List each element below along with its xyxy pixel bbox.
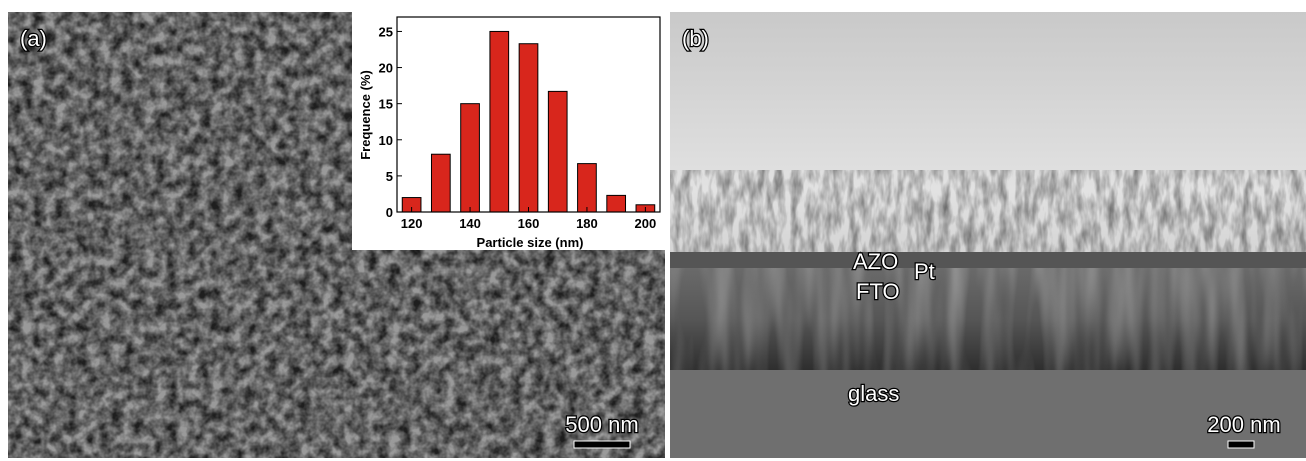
panel-label: (a) xyxy=(20,26,47,51)
y-tick-label: 25 xyxy=(379,24,393,39)
bar xyxy=(607,195,626,212)
y-tick-label: 5 xyxy=(386,169,393,184)
y-tick-label: 15 xyxy=(379,97,393,112)
bar xyxy=(461,104,480,212)
x-tick-label: 160 xyxy=(518,216,540,231)
y-axis-label: Frequence (%) xyxy=(358,70,373,160)
panel-b: (b) AZO Pt FTO glass 200 nm xyxy=(670,12,1306,458)
bar xyxy=(519,44,538,212)
scale-bar-label: 200 nm xyxy=(1207,412,1280,437)
bar xyxy=(578,164,597,212)
y-tick-label: 20 xyxy=(379,61,393,76)
x-tick-label: 180 xyxy=(576,216,598,231)
figure: (a) 500 nm (b) AZO Pt FTO glass 200 nm P… xyxy=(0,0,1306,461)
layer-label: FTO xyxy=(856,279,900,304)
bar xyxy=(490,31,509,212)
y-tick-label: 0 xyxy=(386,205,393,220)
bar xyxy=(431,154,450,212)
bar xyxy=(548,91,567,212)
layer-label: Pt xyxy=(914,259,935,284)
x-tick-label: 140 xyxy=(459,216,481,231)
scale-bar xyxy=(574,441,630,448)
scale-bar xyxy=(1228,441,1254,448)
x-tick-label: 200 xyxy=(635,216,657,231)
layer-label: glass xyxy=(848,381,899,406)
panel-label: (b) xyxy=(682,26,709,51)
y-tick-label: 10 xyxy=(379,133,393,148)
scale-bar-label: 500 nm xyxy=(565,412,638,437)
fto-texture xyxy=(670,268,1306,370)
inset-chart: Particle size (nm) Frequence (%) 0 5 10 15 2… xyxy=(352,12,665,250)
surface-texture xyxy=(670,170,1306,265)
x-tick-label: 120 xyxy=(401,216,423,231)
x-axis-label: Particle size (nm) xyxy=(477,235,584,250)
layer-label: AZO xyxy=(853,249,898,274)
